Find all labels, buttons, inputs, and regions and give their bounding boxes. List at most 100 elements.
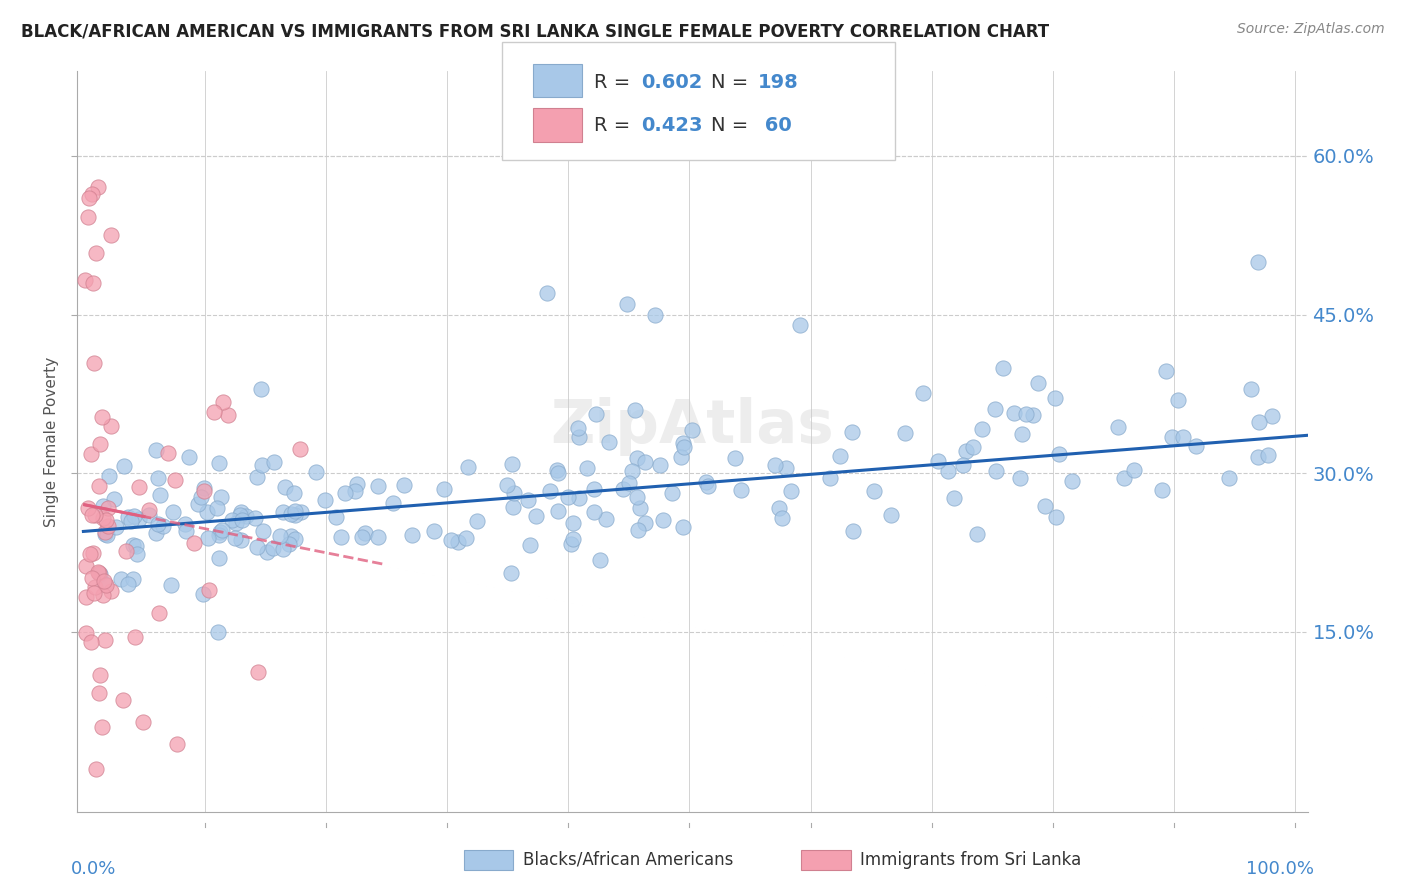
Point — [138, 503, 160, 517]
Bar — [533, 64, 582, 97]
Point — [880, 508, 903, 522]
Point — [1167, 393, 1189, 408]
Point — [271, 541, 294, 556]
Point — [205, 501, 228, 516]
Point — [863, 484, 886, 499]
Point — [246, 470, 269, 484]
Point — [278, 537, 301, 551]
Point — [93, 524, 115, 539]
Point — [344, 483, 367, 498]
Point — [82, 546, 104, 560]
Point — [179, 450, 201, 464]
Point — [1021, 409, 1043, 423]
Point — [1014, 407, 1036, 421]
Point — [208, 551, 231, 566]
Point — [697, 479, 720, 493]
Point — [1156, 364, 1178, 378]
Point — [94, 527, 117, 541]
Point — [1026, 376, 1049, 390]
Point — [91, 510, 114, 524]
Point — [112, 693, 135, 707]
Point — [724, 451, 747, 466]
Point — [148, 606, 170, 620]
Point — [1249, 415, 1271, 429]
Point — [235, 509, 257, 524]
Text: BLACK/AFRICAN AMERICAN VS IMMIGRANTS FROM SRI LANKA SINGLE FEMALE POVERTY CORREL: BLACK/AFRICAN AMERICAN VS IMMIGRANTS FRO… — [21, 22, 1049, 40]
Point — [229, 533, 252, 547]
Point — [779, 484, 801, 499]
Point — [152, 519, 174, 533]
Point — [174, 524, 197, 538]
Point — [354, 526, 377, 541]
Point — [598, 434, 620, 449]
Point — [367, 479, 389, 493]
Point — [585, 407, 607, 421]
Point — [197, 531, 219, 545]
Point — [96, 528, 118, 542]
Point — [695, 475, 717, 489]
Point — [162, 505, 184, 519]
Point — [112, 459, 135, 474]
Point — [84, 508, 107, 522]
Point — [644, 308, 666, 322]
Point — [245, 511, 267, 525]
Point — [125, 539, 148, 553]
Point — [1114, 471, 1136, 485]
Point — [288, 442, 311, 456]
Point — [75, 626, 97, 640]
Point — [148, 471, 170, 485]
Point — [120, 514, 142, 528]
Point — [149, 488, 172, 502]
Point — [193, 484, 215, 499]
Point — [84, 580, 107, 594]
Point — [271, 505, 294, 519]
Point — [221, 512, 243, 526]
Point — [627, 523, 650, 537]
Point — [82, 187, 104, 202]
Point — [346, 476, 368, 491]
Point — [1247, 254, 1270, 268]
Point — [94, 633, 117, 648]
Point — [567, 421, 589, 435]
Point — [465, 515, 488, 529]
Point — [89, 436, 111, 450]
Point — [131, 715, 153, 730]
Point — [100, 583, 122, 598]
Point — [818, 471, 841, 485]
Text: ZipAtlas: ZipAtlas — [551, 397, 834, 456]
Point — [329, 530, 352, 544]
Point — [148, 516, 170, 531]
Point — [962, 441, 984, 455]
Point — [89, 478, 111, 492]
Point — [195, 505, 218, 519]
Point — [516, 492, 538, 507]
Point — [433, 482, 456, 496]
Point — [392, 477, 415, 491]
Point — [1171, 430, 1194, 444]
Point — [333, 485, 356, 500]
Point — [187, 497, 209, 511]
Point — [86, 180, 108, 194]
Point — [304, 465, 326, 479]
Point — [501, 457, 523, 471]
Point — [82, 276, 104, 290]
Point — [84, 245, 107, 260]
Point — [669, 450, 692, 464]
Text: 0.602: 0.602 — [641, 73, 702, 92]
Point — [100, 418, 122, 433]
Point — [80, 447, 103, 461]
Point — [567, 491, 589, 505]
Point — [283, 486, 305, 500]
Point — [672, 436, 695, 450]
Point — [1011, 426, 1033, 441]
Point — [830, 449, 852, 463]
Point — [225, 516, 247, 531]
Point — [352, 530, 374, 544]
Point — [76, 500, 98, 515]
Point — [560, 537, 582, 551]
Point — [648, 458, 671, 473]
Point — [672, 440, 695, 454]
Point — [1047, 447, 1070, 461]
Point — [1107, 420, 1129, 434]
Point — [104, 519, 127, 533]
